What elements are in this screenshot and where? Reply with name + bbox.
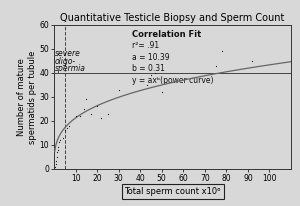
Point	[77, 114, 82, 118]
Y-axis label: Number of mature
spermatids per tubule: Number of mature spermatids per tubule	[16, 50, 37, 144]
Point	[153, 71, 158, 74]
Text: severe: severe	[55, 49, 80, 58]
Text: y = axᵇ(power curve): y = axᵇ(power curve)	[132, 76, 213, 85]
Text: oligo-: oligo-	[55, 57, 76, 66]
Point	[88, 112, 93, 115]
Point	[159, 90, 164, 94]
Text: a = 10.39: a = 10.39	[132, 53, 169, 62]
Point	[106, 112, 110, 115]
Point	[116, 88, 121, 91]
Point	[54, 155, 59, 159]
Point	[148, 74, 153, 77]
Point	[64, 126, 69, 130]
Text: Correlation Fit: Correlation Fit	[132, 29, 201, 39]
Title: Quantitative Testicle Biopsy and Sperm Count: Quantitative Testicle Biopsy and Sperm C…	[60, 13, 285, 22]
Point	[82, 107, 87, 110]
Point	[62, 129, 67, 132]
Point	[250, 59, 255, 62]
Point	[67, 124, 71, 127]
Text: b = 0.31: b = 0.31	[132, 64, 164, 73]
Point	[99, 117, 104, 120]
Point	[56, 148, 60, 151]
Point	[213, 64, 218, 67]
Point	[55, 150, 60, 154]
X-axis label: Total sperm count x10⁶: Total sperm count x10⁶	[124, 187, 221, 196]
Point	[57, 141, 62, 144]
Point	[84, 98, 89, 101]
Point	[53, 165, 58, 168]
Point	[220, 49, 224, 53]
Point	[73, 114, 78, 118]
Point	[144, 83, 149, 87]
Point	[53, 163, 58, 166]
Point	[58, 138, 63, 142]
Point	[60, 136, 65, 139]
Point	[95, 105, 100, 108]
Text: r²= .91: r²= .91	[132, 41, 159, 50]
Point	[56, 146, 61, 149]
Text: spermia: spermia	[55, 64, 86, 73]
Point	[54, 159, 58, 162]
